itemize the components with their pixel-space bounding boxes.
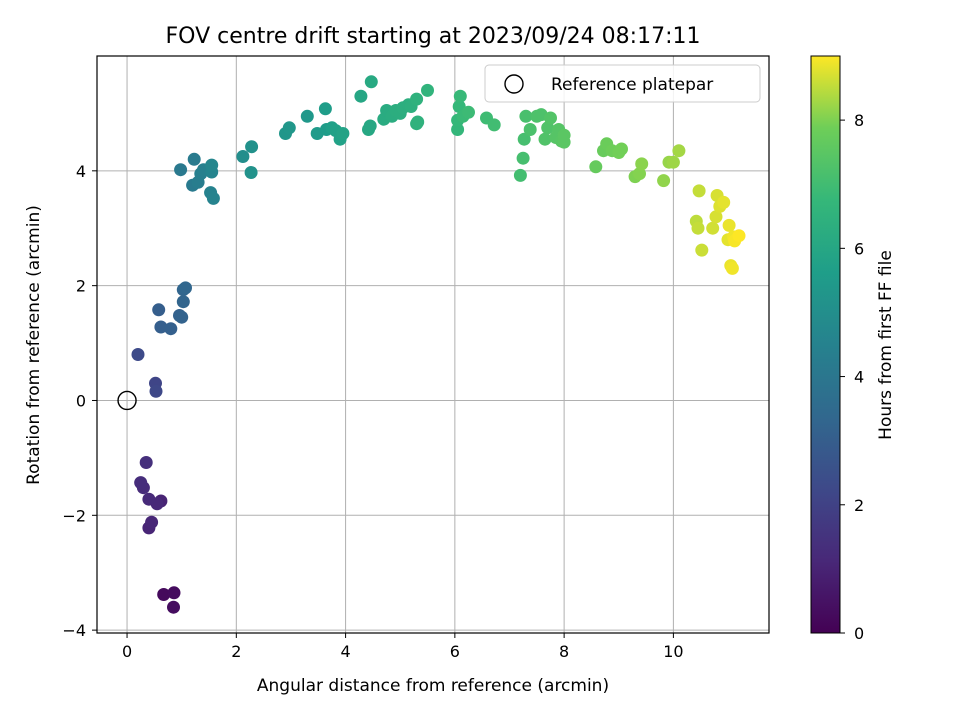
data-point <box>513 168 527 182</box>
y-axis-ticks: −4 −2 0 2 4 <box>62 162 97 640</box>
data-point <box>706 221 720 235</box>
data-point <box>154 320 168 334</box>
data-point <box>145 515 159 529</box>
data-point <box>452 100 466 113</box>
colorbar-tick-label: 0 <box>854 624 864 643</box>
data-point <box>725 261 739 275</box>
chart-title: FOV centre drift starting at 2023/09/24 … <box>166 24 701 49</box>
y-tick-label: −2 <box>62 506 86 525</box>
data-point <box>300 109 314 123</box>
x-tick-label: 4 <box>340 642 350 661</box>
x-axis-label: Angular distance from reference (arcmin) <box>257 676 609 696</box>
data-point <box>635 157 649 171</box>
data-point <box>717 195 731 209</box>
data-point <box>149 384 163 398</box>
data-point <box>462 105 475 119</box>
data-point <box>657 174 671 188</box>
data-point <box>354 89 368 103</box>
data-point <box>131 348 145 361</box>
grid <box>97 56 769 633</box>
data-point <box>672 144 686 158</box>
data-point <box>411 115 425 129</box>
colorbar: 0 2 4 6 8 Hours from first FF file <box>810 55 896 643</box>
data-point <box>318 102 332 116</box>
data-point <box>722 218 736 232</box>
data-point <box>205 158 219 172</box>
y-tick-label: 0 <box>76 391 86 410</box>
data-point <box>615 142 628 156</box>
data-point <box>363 119 377 133</box>
data-point <box>691 221 705 235</box>
data-point <box>134 476 148 490</box>
data-point <box>695 243 709 257</box>
data-points <box>117 75 746 614</box>
data-point <box>519 109 533 123</box>
data-point <box>589 160 603 174</box>
data-point <box>164 322 178 336</box>
data-point <box>157 588 171 601</box>
colorbar-tick-label: 6 <box>854 239 864 258</box>
data-point <box>176 295 190 309</box>
data-point <box>732 229 746 243</box>
colorbar-ticks: 0 2 4 6 8 <box>840 111 864 643</box>
data-point <box>152 303 166 317</box>
x-tick-label: 0 <box>122 642 132 661</box>
data-point <box>709 210 723 224</box>
colorbar-tick-label: 8 <box>854 111 864 130</box>
reference-platepar-marker <box>117 390 137 411</box>
legend-label-reference: Reference platepar <box>551 75 713 95</box>
data-point <box>666 155 680 169</box>
data-point <box>538 132 552 146</box>
legend: Reference platepar <box>484 64 761 103</box>
data-point <box>410 92 424 106</box>
data-point <box>206 191 220 205</box>
data-point <box>523 123 537 136</box>
plot-area-frame <box>96 55 770 634</box>
data-point <box>244 166 258 179</box>
data-point <box>692 184 706 198</box>
data-point <box>175 310 189 324</box>
data-point <box>487 118 501 132</box>
data-point <box>453 89 467 103</box>
data-point <box>517 132 531 146</box>
y-tick-label: −4 <box>62 621 86 640</box>
data-point <box>451 123 465 136</box>
x-axis-ticks: 0 2 4 6 8 10 <box>122 633 684 661</box>
y-tick-label: 4 <box>76 162 86 181</box>
data-point <box>179 281 192 295</box>
x-tick-label: 8 <box>559 642 569 661</box>
data-point <box>336 127 350 140</box>
data-point <box>421 83 434 97</box>
data-point <box>139 456 153 469</box>
x-tick-label: 6 <box>450 642 460 661</box>
data-point <box>633 167 646 181</box>
x-tick-label: 2 <box>231 642 241 661</box>
data-point <box>245 140 259 154</box>
y-tick-label: 2 <box>76 277 86 296</box>
data-point <box>167 586 181 600</box>
legend-box <box>484 64 761 103</box>
data-point <box>516 151 530 165</box>
data-point <box>167 600 180 614</box>
data-point <box>282 121 296 135</box>
colorbar-gradient <box>810 55 841 634</box>
legend-marker-reference <box>504 74 524 94</box>
x-tick-label: 10 <box>663 642 683 661</box>
data-point <box>187 152 201 166</box>
data-point <box>541 121 555 135</box>
y-axis-label: Rotation from reference (arcmin) <box>24 205 44 485</box>
data-point <box>544 111 557 125</box>
data-point <box>142 492 156 506</box>
colorbar-tick-label: 2 <box>854 496 864 515</box>
data-point <box>364 75 378 89</box>
data-point <box>174 163 188 177</box>
colorbar-tick-label: 4 <box>854 368 864 387</box>
data-point <box>557 128 571 142</box>
colorbar-label: Hours from first FF file <box>876 250 896 440</box>
data-point <box>236 150 250 163</box>
